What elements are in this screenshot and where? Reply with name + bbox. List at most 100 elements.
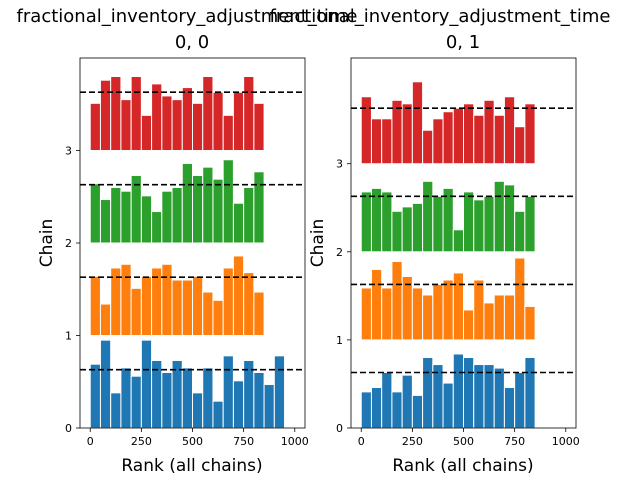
rank-bar-chain-0-bin-13 bbox=[222, 355, 234, 429]
rank-bar-chain-2-bin-15 bbox=[514, 210, 526, 253]
rank-bar-chain-0-bin-11 bbox=[473, 364, 485, 429]
rank-bar-chain-1-bin-5 bbox=[140, 275, 153, 336]
rank-bar-chain-3-bin-3 bbox=[391, 99, 403, 165]
rank-bar-chain-1-bin-10 bbox=[463, 309, 475, 341]
panel-0-x-ticks: 0 250 500 750 1000 bbox=[87, 428, 309, 448]
panel-0-x-axis-label: Rank (all chains) bbox=[121, 456, 262, 476]
rank-bar-chain-3-bin-16 bbox=[253, 102, 265, 151]
panel-0-y-ticks: 0 1 2 3 bbox=[65, 145, 80, 435]
rank-bar-chain-2-bin-5 bbox=[411, 202, 424, 253]
panel-0-reference-lines bbox=[80, 91, 305, 371]
rank-bar-chain-2-bin-14 bbox=[503, 184, 516, 253]
rank-bar-chain-3-bin-3 bbox=[120, 99, 132, 152]
rank-bar-chain-1-bin-16 bbox=[524, 305, 536, 341]
rank-bar-chain-2-bin-6 bbox=[422, 180, 434, 253]
rank-bar-chain-3-bin-13 bbox=[493, 114, 505, 165]
rank-bar-chain-1-bin-5 bbox=[411, 287, 424, 341]
rank-bar-chain-3-bin-12 bbox=[483, 99, 495, 165]
rank-bar-chain-2-bin-7 bbox=[432, 195, 444, 253]
y-tick-label: 2 bbox=[336, 246, 343, 259]
rank-bar-chain-3-bin-8 bbox=[442, 111, 454, 165]
rank-bar-chain-3-bin-12 bbox=[212, 91, 224, 152]
panel-1-reference-lines bbox=[351, 107, 576, 374]
rank-bar-chain-1-bin-16 bbox=[253, 291, 265, 336]
rank-bar-chain-2-bin-8 bbox=[442, 187, 454, 253]
x-tick-label: 1000 bbox=[552, 435, 580, 448]
rank-bar-chain-2-bin-8 bbox=[171, 187, 183, 244]
panel-1-y-axis-label: Chain bbox=[308, 219, 328, 268]
rank-bar-chain-0-bin-9 bbox=[452, 353, 464, 429]
x-tick-label: 1000 bbox=[281, 435, 309, 448]
rank-bar-chain-3-bin-5 bbox=[140, 114, 153, 151]
rank-bar-chain-0-bin-14 bbox=[503, 386, 516, 429]
rank-bar-chain-0-bin-4 bbox=[130, 375, 142, 429]
rank-bar-chain-3-bin-14 bbox=[503, 96, 516, 165]
rank-bar-chain-0-bin-3 bbox=[391, 391, 403, 429]
rank-bar-chain-0-bin-9 bbox=[181, 367, 194, 429]
rank-bar-chain-1-bin-13 bbox=[493, 294, 505, 341]
rank-bar-chain-2-bin-5 bbox=[140, 195, 153, 244]
rank-bar-chain-3-bin-4 bbox=[130, 76, 142, 151]
rank-bar-chain-3-bin-4 bbox=[401, 103, 413, 165]
panel-1-title-line2: 0, 1 bbox=[446, 32, 480, 53]
rank-bar-chain-0-bin-5 bbox=[411, 394, 424, 429]
rank-bar-chain-3-bin-1 bbox=[370, 118, 383, 165]
rank-bar-chain-1-bin-6 bbox=[422, 294, 434, 341]
y-tick-label: 1 bbox=[336, 334, 343, 347]
x-tick-label: 250 bbox=[402, 435, 423, 448]
rank-bar-chain-2-bin-12 bbox=[483, 195, 495, 253]
rank-bar-chain-1-bin-15 bbox=[243, 272, 255, 337]
y-tick-label: 0 bbox=[336, 422, 343, 435]
rank-bar-chain-2-bin-13 bbox=[222, 159, 234, 244]
rank-bar-chain-1-bin-1 bbox=[99, 303, 112, 336]
rank-bar-chain-1-bin-2 bbox=[381, 287, 393, 341]
rank-bar-chain-2-bin-9 bbox=[452, 229, 464, 253]
rank-bar-chain-0-bin-13 bbox=[493, 367, 505, 429]
rank-bar-chain-2-bin-7 bbox=[161, 190, 173, 244]
rank-bar-chain-1-bin-11 bbox=[473, 279, 485, 341]
rank-bar-chain-2-bin-0 bbox=[360, 191, 372, 253]
rank-bar-chain-0-bin-15 bbox=[514, 372, 526, 429]
rank-bar-chain-2-bin-10 bbox=[463, 191, 475, 253]
rank-bar-chain-2-bin-3 bbox=[391, 210, 403, 253]
rank-bar-chain-2-bin-10 bbox=[192, 174, 204, 244]
rank-bar-chain-2-bin-2 bbox=[110, 187, 122, 244]
rank-bar-chain-0-bin-1 bbox=[99, 339, 112, 429]
rank-bar-chain-0-bin-16 bbox=[253, 372, 265, 429]
rank-bar-chain-2-bin-13 bbox=[493, 180, 505, 253]
rank-bar-chain-1-bin-7 bbox=[161, 263, 173, 336]
rank-bar-chain-0-bin-11 bbox=[202, 367, 214, 429]
rank-bar-chain-1-bin-15 bbox=[514, 257, 526, 341]
rank-bar-chain-2-bin-6 bbox=[151, 211, 163, 244]
rank-bar-chain-2-bin-3 bbox=[120, 190, 132, 244]
rank-bar-chain-1-bin-14 bbox=[503, 294, 516, 341]
rank-bar-chain-1-bin-9 bbox=[452, 272, 464, 341]
rank-bar-chain-0-bin-16 bbox=[524, 357, 536, 429]
rank-bar-chain-2-bin-15 bbox=[243, 187, 255, 244]
panel-0-title-line1: fractional_inventory_adjustment_time bbox=[17, 6, 358, 27]
rank-bar-chain-3-bin-15 bbox=[243, 76, 255, 151]
rank-bar-chain-1-bin-12 bbox=[483, 302, 495, 341]
rank-bar-chain-0-bin-12 bbox=[483, 364, 495, 429]
rank-bar-chain-2-bin-1 bbox=[370, 187, 383, 253]
rank-bar-chain-1-bin-0 bbox=[360, 287, 372, 341]
rank-bar-chain-0-bin-2 bbox=[381, 372, 393, 429]
rank-bar-chain-2-bin-14 bbox=[232, 202, 245, 244]
panel-1-x-axis-label: Rank (all chains) bbox=[392, 456, 533, 476]
rank-bar-chain-0-bin-15 bbox=[243, 359, 255, 429]
y-tick-label: 0 bbox=[65, 422, 72, 435]
rank-bar-chain-1-bin-3 bbox=[120, 263, 132, 336]
rank-bar-chain-1-bin-1 bbox=[370, 268, 383, 341]
rank-bar-chain-3-bin-10 bbox=[192, 102, 204, 151]
rank-bar-chain-1-bin-11 bbox=[202, 291, 214, 336]
rank-bar-chain-3-bin-6 bbox=[151, 83, 163, 151]
panel-1-title-line1: fractional_inventory_adjustment_time bbox=[270, 6, 611, 27]
rank-bar-chain-1-bin-7 bbox=[432, 283, 444, 341]
rank-bar-chain-0-bin-10 bbox=[463, 357, 475, 429]
rank-bar-chain-0-bin-7 bbox=[161, 372, 173, 429]
rank-bar-chain-3-bin-2 bbox=[110, 76, 122, 151]
rank-bar-chain-2-bin-16 bbox=[253, 171, 265, 244]
rank-bar-chain-2-bin-11 bbox=[202, 166, 214, 244]
rank-bar-chain-1-bin-3 bbox=[391, 261, 403, 341]
rank-bar-chain-3-bin-2 bbox=[381, 118, 393, 165]
